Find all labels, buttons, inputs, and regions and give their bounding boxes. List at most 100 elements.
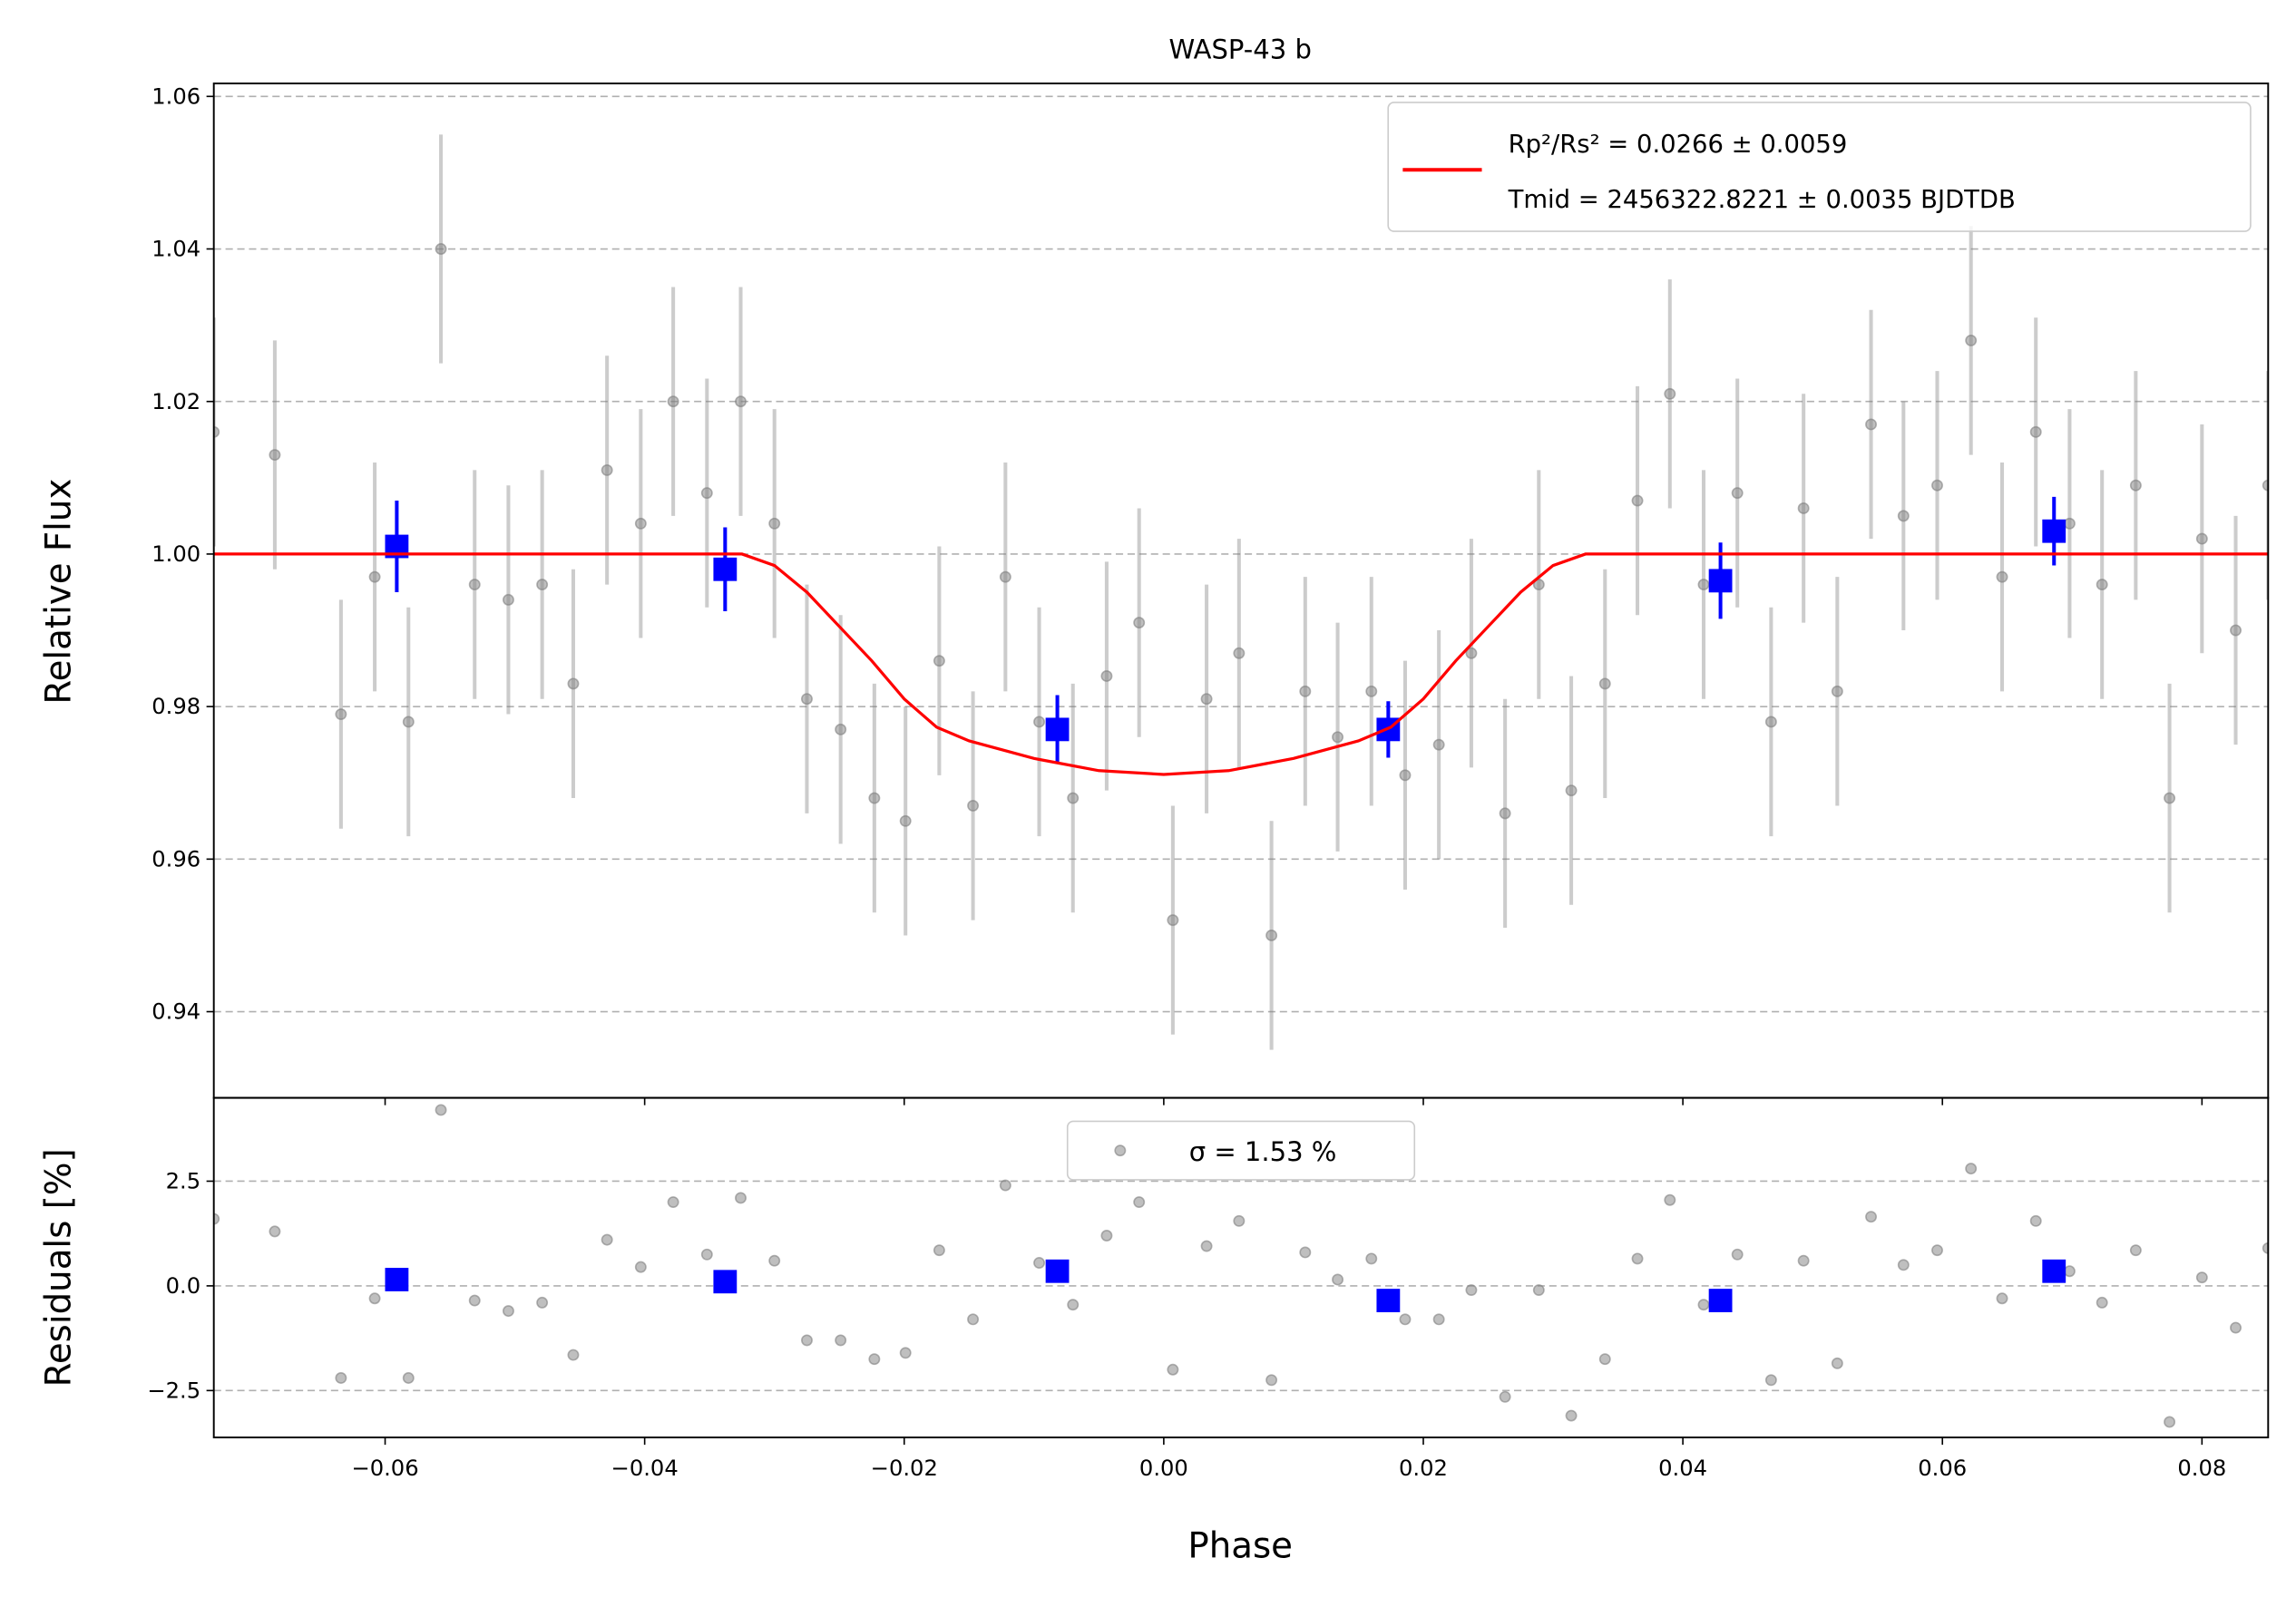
data-point (1265, 1374, 1278, 1387)
data-point (2262, 1242, 2269, 1254)
data-point (933, 655, 945, 667)
data-point (1100, 670, 1113, 682)
data-point (1265, 929, 1278, 941)
data-point (1399, 1313, 1412, 1326)
data-point (735, 1192, 747, 1204)
data-point (1233, 1214, 1246, 1227)
data-point (1499, 1390, 1511, 1403)
data-point (835, 1334, 847, 1347)
data-point (634, 1261, 647, 1273)
data-point (567, 1349, 580, 1361)
data-point (1332, 731, 1344, 744)
data-point (1631, 1252, 1644, 1265)
x-tick-label: −0.06 (351, 1456, 418, 1481)
data-point (1532, 1284, 1545, 1296)
data-point (2029, 425, 2042, 438)
x-tick-label: 0.04 (1658, 1456, 1707, 1481)
data-point (1565, 784, 1578, 797)
data-point (1797, 502, 1810, 514)
binned-point (1045, 1259, 1070, 1283)
data-point (1865, 418, 1877, 431)
data-point (801, 1334, 813, 1347)
data-point (502, 1305, 514, 1318)
data-point (700, 1248, 713, 1261)
x-tick-label: 0.00 (1139, 1456, 1188, 1481)
data-point (1831, 1357, 1843, 1369)
data-point (435, 1104, 447, 1116)
data-point (735, 395, 747, 408)
data-point (402, 1372, 415, 1384)
data-point (1432, 738, 1445, 751)
data-point (667, 395, 679, 408)
data-point (768, 517, 781, 530)
data-point (2230, 624, 2242, 637)
data-point (1865, 1211, 1877, 1223)
data-point (368, 570, 381, 583)
data-point (1465, 1284, 1478, 1296)
data-point (1133, 617, 1146, 629)
data-point (1499, 807, 1511, 820)
data-point (1897, 510, 1910, 522)
data-point (1598, 1353, 1611, 1366)
data-point (567, 677, 580, 690)
data-point (2195, 1271, 2208, 1284)
data-point (601, 1233, 613, 1246)
data-point (402, 716, 415, 728)
data-point (667, 1196, 679, 1209)
y-tick-label: 1.00 (151, 541, 200, 567)
data-point (1365, 685, 1378, 697)
data-point (801, 693, 813, 706)
data-point (269, 1225, 281, 1238)
data-point (335, 1372, 347, 1384)
data-point (435, 243, 447, 255)
data-point (2129, 1244, 2142, 1257)
plot-area (213, 1104, 2269, 1428)
x-tick-label: −0.02 (871, 1456, 938, 1481)
x-axis-label: Phase (1187, 1525, 1293, 1566)
data-point (1831, 685, 1843, 697)
data-point (1365, 1252, 1378, 1265)
data-point (2262, 479, 2269, 492)
data-point (1167, 1363, 1179, 1376)
data-point (1332, 1273, 1344, 1286)
data-point (2029, 1214, 2042, 1227)
data-point (967, 1313, 980, 1326)
data-point (1033, 716, 1045, 728)
data-point (1764, 716, 1777, 728)
data-point (1664, 1193, 1676, 1206)
data-point (835, 723, 847, 735)
binned-point (713, 1270, 738, 1294)
y-tick-label: −2.5 (147, 1378, 200, 1403)
y-tick-label: 0.0 (166, 1273, 201, 1299)
y-tick-label: 0.96 (151, 846, 200, 872)
data-point (1996, 1292, 2008, 1305)
data-point (933, 1244, 945, 1257)
data-point (536, 1296, 549, 1309)
plot-area (213, 95, 2269, 1050)
data-point (1797, 1254, 1810, 1267)
data-point (1897, 1259, 1910, 1271)
legend-label: Tmid = 2456322.8221 ± 0.0035 BJDTDB (1508, 186, 2016, 214)
data-point (502, 593, 514, 606)
data-point (634, 517, 647, 530)
binned-point (1376, 1289, 1401, 1312)
data-point (1432, 1313, 1445, 1326)
binned-point (1708, 1289, 1733, 1312)
data-point (768, 1254, 781, 1267)
data-point (2129, 479, 2142, 492)
data-point (1664, 387, 1676, 400)
data-point (1965, 334, 1978, 346)
data-point (536, 579, 549, 591)
legend-swatch (1114, 1144, 1127, 1157)
binned-point (2042, 1259, 2066, 1283)
data-point (1565, 1409, 1578, 1422)
data-point (967, 800, 980, 812)
data-point (335, 708, 347, 721)
legend-label: σ = 1.53 % (1189, 1136, 1337, 1167)
data-point (2164, 1416, 2176, 1428)
binned-point (2042, 519, 2066, 543)
data-point (1200, 1240, 1213, 1252)
y-tick-label: 2.5 (166, 1169, 201, 1194)
y-tick-label: 1.04 (151, 237, 200, 262)
